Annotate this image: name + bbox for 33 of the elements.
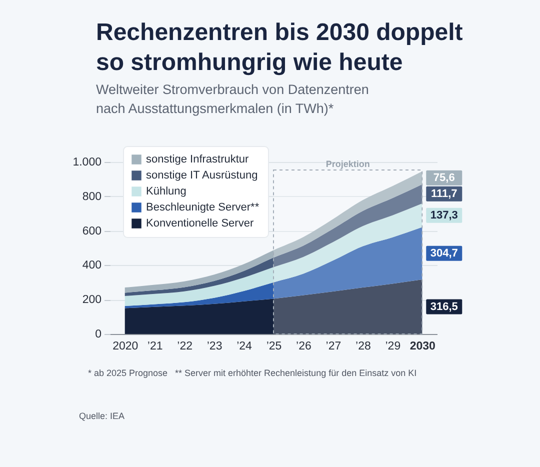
x-tick-label: 2020 (112, 340, 138, 352)
y-tick-label: 600 (82, 225, 102, 238)
y-tick-label: 800 (82, 190, 102, 203)
x-tick-label: ’25 (266, 340, 282, 352)
x-tick-label: ’23 (206, 340, 222, 352)
data-label: 137,3 (430, 209, 458, 222)
legend-label: sonstige Infrastruktur (146, 154, 250, 166)
x-tick-label: ’26 (296, 340, 312, 352)
x-tick-label: ’22 (177, 340, 192, 352)
y-tick-label: 0 (95, 328, 102, 340)
x-tick-label: ’27 (326, 340, 342, 352)
chart-subtitle: Weltweiter Stromverbrauch von Datenzentren nach Ausstattungsmerkmalen (in TWh)* (96, 82, 369, 116)
x-tick-label: ’21 (147, 340, 163, 352)
y-tick-label: 1.000 (72, 156, 102, 168)
data-label: 316,5 (430, 300, 458, 313)
band-label: Projektion (326, 159, 370, 169)
legend-label: Beschleunigte Server** (146, 202, 260, 214)
source-note: Quelle: IEA (79, 411, 125, 421)
legend-label: Konventionelle Server (146, 218, 254, 230)
x-tick-label: ’24 (236, 340, 253, 352)
x-tick-label: 2030 (410, 340, 436, 352)
data-label: 75,6 (433, 172, 455, 184)
y-tick-label: 400 (82, 260, 102, 272)
legend-label: sonstige IT Ausrüstung (146, 170, 258, 182)
text: ** Server mit erhöhter Rechenleistung für den Einsatz von KI (175, 368, 417, 378)
text: * ab 2025 Prognose (88, 368, 168, 378)
legend-label: Kühlung (146, 186, 186, 198)
data-label: 304,7 (430, 247, 458, 260)
chart-title: Rechenzentren bis 2030 doppelt so stromhungrig wie heute (96, 19, 463, 76)
x-tick-label: ’29 (385, 340, 401, 352)
data-label: 111,7 (430, 188, 458, 200)
x-tick-label: ’28 (356, 340, 371, 352)
y-tick-label: 200 (82, 294, 102, 306)
